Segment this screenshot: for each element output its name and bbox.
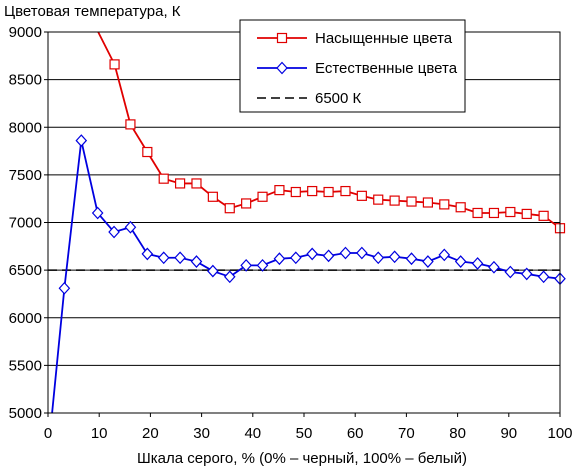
gridlines <box>48 79 560 366</box>
legend-item: Естественные цвета <box>257 60 458 77</box>
series <box>51 134 566 413</box>
y-tick-label: 6000 <box>9 310 42 327</box>
data-point <box>125 119 136 130</box>
data-point <box>223 270 236 284</box>
data-point <box>422 255 434 268</box>
data-point <box>142 146 153 158</box>
x-tick-label: 70 <box>398 425 415 442</box>
data-point <box>488 207 500 219</box>
data-point <box>207 191 218 202</box>
data-point <box>373 194 384 205</box>
data-point <box>290 186 301 198</box>
x-tick-label: 20 <box>142 425 159 442</box>
data-point <box>339 246 352 260</box>
data-point <box>174 178 186 189</box>
data-point <box>191 178 202 189</box>
data-point <box>372 251 385 265</box>
legend-item: 6500 К <box>257 90 362 107</box>
x-tick-label: 100 <box>547 425 572 442</box>
data-point <box>224 203 235 214</box>
y-tick-label: 8000 <box>9 119 42 136</box>
data-point <box>455 202 466 213</box>
x-tick-label: 60 <box>347 425 364 442</box>
data-point <box>289 251 302 265</box>
data-point <box>389 195 400 206</box>
data-point <box>273 252 286 266</box>
data-point <box>91 206 104 220</box>
y-tick-label: 9000 <box>9 24 42 41</box>
data-point <box>241 198 252 209</box>
legend-marker <box>276 61 288 75</box>
data-point <box>356 246 368 260</box>
data-point <box>256 258 269 272</box>
data-point <box>505 206 516 218</box>
x-tick-label: 0 <box>44 425 52 442</box>
x-tick-label: 30 <box>193 425 210 442</box>
x-tick-label: 10 <box>91 425 108 442</box>
legend-label: Естественные цвета <box>315 60 458 77</box>
y-tick-label: 7500 <box>9 167 42 184</box>
data-point <box>174 251 186 265</box>
data-point <box>471 257 484 270</box>
y-tick-label: 7000 <box>9 215 42 232</box>
data-point <box>58 281 71 295</box>
data-point <box>356 190 367 201</box>
legend-marker <box>276 32 288 44</box>
data-point <box>124 220 137 234</box>
data-point <box>340 185 351 197</box>
data-point <box>405 252 418 266</box>
data-point <box>454 255 467 268</box>
x-tick-label: 90 <box>500 425 517 442</box>
data-point <box>141 247 154 261</box>
data-point <box>157 251 170 265</box>
data-point <box>537 270 550 284</box>
series-line <box>51 140 560 413</box>
data-point <box>190 255 203 268</box>
x-axis-label: Шкала серого, % (0% – черный, 100% – бел… <box>137 450 467 467</box>
legend-label: 6500 К <box>315 90 362 107</box>
legend: Насыщенные цвета Естественные цвета 6500 К <box>239 19 466 113</box>
series <box>97 32 566 234</box>
data-point <box>521 208 532 220</box>
data-point <box>108 225 120 239</box>
chart-title: Цветовая температура, К <box>4 3 181 20</box>
plot-series <box>48 32 566 413</box>
data-point <box>488 260 500 274</box>
data-point <box>538 210 549 221</box>
x-tick-label: 40 <box>244 425 261 442</box>
legend-label: Насыщенные цвета <box>315 30 453 47</box>
data-point <box>75 134 88 147</box>
data-point <box>422 197 434 208</box>
data-point <box>307 185 318 197</box>
data-point <box>306 247 319 261</box>
data-point <box>504 265 517 279</box>
data-point <box>472 207 483 219</box>
data-point <box>240 258 252 272</box>
data-point <box>406 196 417 207</box>
data-point <box>388 250 401 264</box>
data-point <box>323 186 334 198</box>
axis-ticks: 5000 5500 6000 6500 7000 7500 8000 8500 9000 0 10 2… <box>9 24 573 442</box>
y-tick-label: 6500 <box>9 262 42 279</box>
data-point <box>274 185 285 196</box>
data-point <box>207 264 219 278</box>
y-tick-label: 5000 <box>9 405 42 422</box>
y-tick-label: 8500 <box>9 72 42 89</box>
data-point <box>322 249 335 263</box>
data-point <box>257 191 268 202</box>
data-point <box>439 199 450 210</box>
data-point <box>109 59 120 70</box>
data-point <box>438 248 451 262</box>
y-tick-label: 5500 <box>9 357 42 374</box>
data-point <box>520 267 533 281</box>
legend-item: Насыщенные цвета <box>257 30 453 47</box>
data-point <box>158 173 169 184</box>
x-tick-label: 80 <box>449 425 466 442</box>
x-tick-label: 50 <box>296 425 313 442</box>
